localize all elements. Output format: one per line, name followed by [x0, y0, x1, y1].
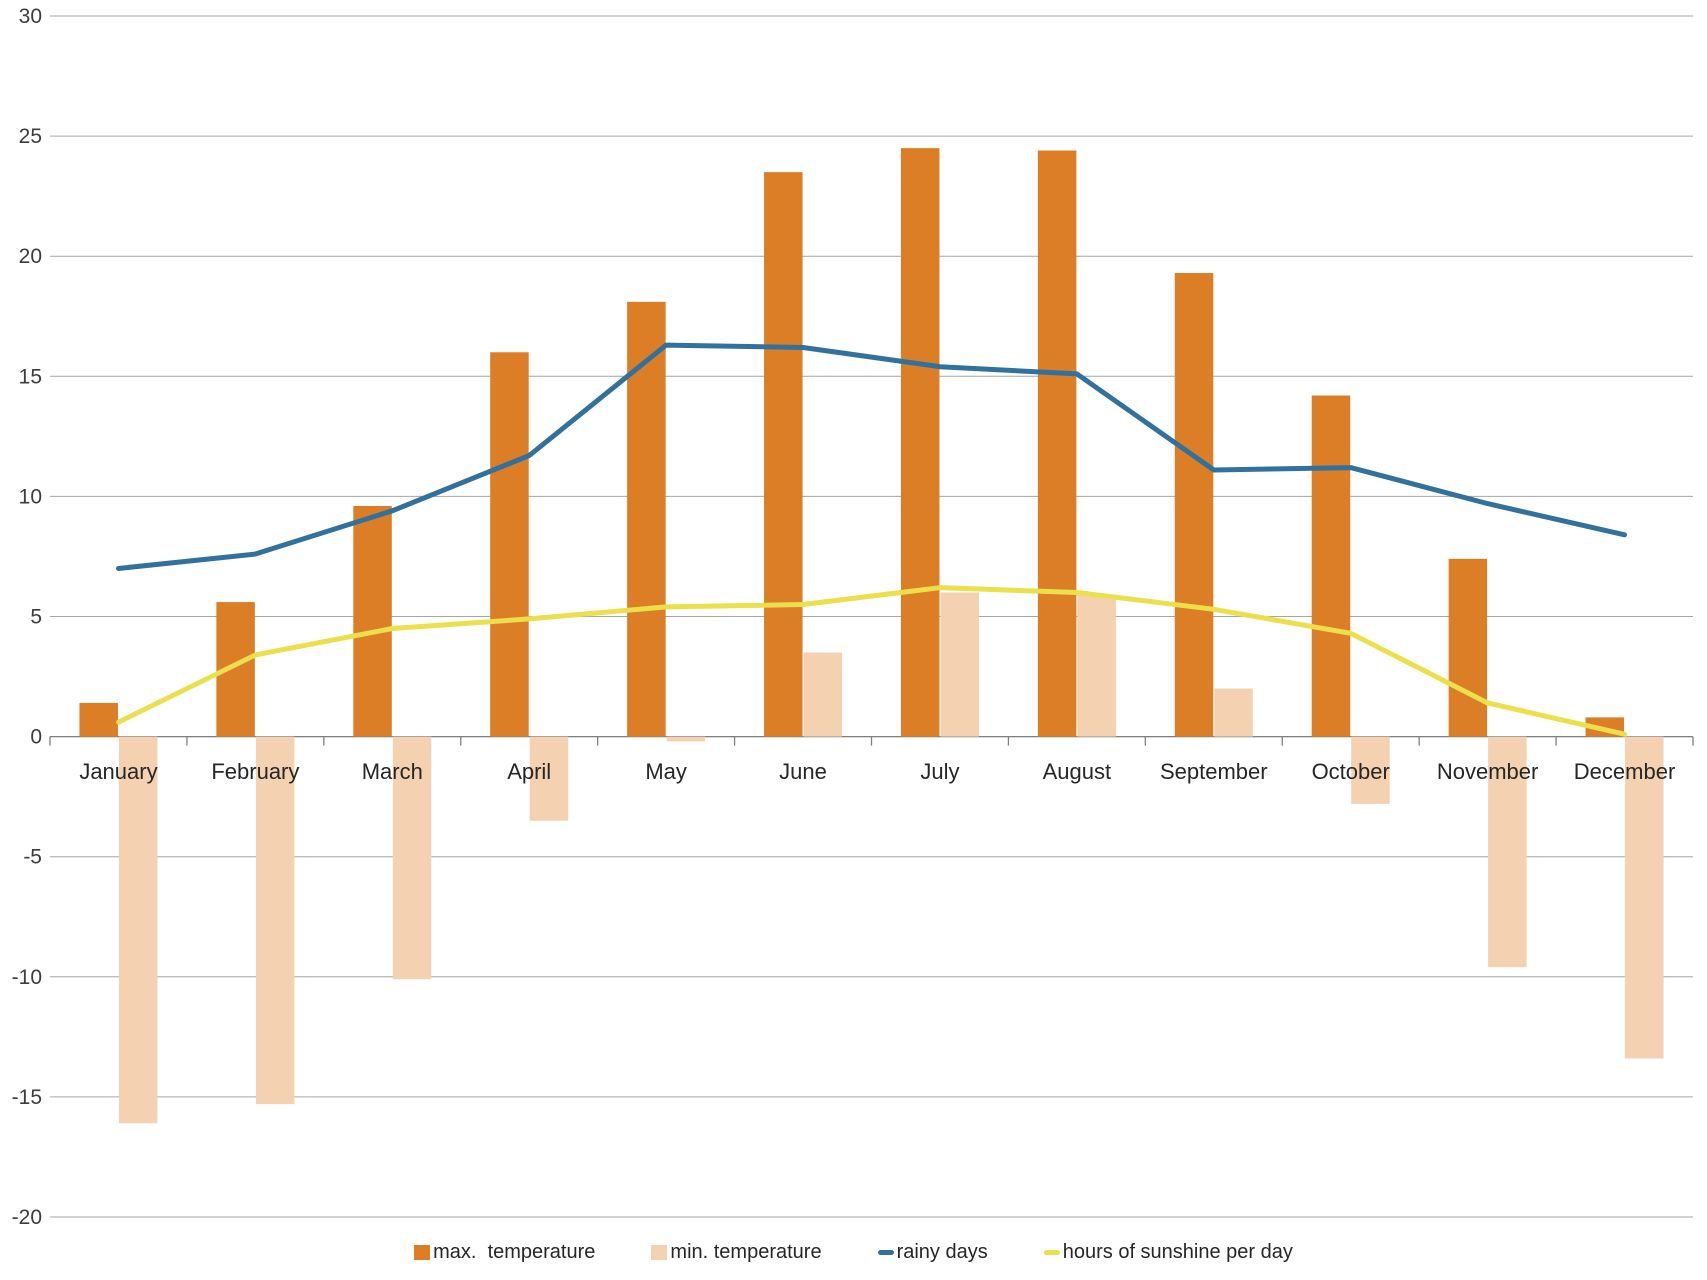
bar-max-temperature-june [764, 172, 803, 737]
bar-min-temperature-may [666, 736, 706, 742]
y-axis-label--5: -5 [23, 846, 42, 869]
bar-min-temperature-october [1351, 736, 1390, 804]
bar-max-temperature-november [1448, 558, 1488, 737]
rainy-days-swatch-icon [877, 1249, 894, 1255]
bar-min-temperature-september [1214, 688, 1253, 737]
y-axis-label--10: -10 [12, 966, 42, 989]
bar-min-temperature-november [1488, 736, 1527, 968]
bar-max-temperature-january [79, 702, 118, 737]
y-axis-label-25: 25 [19, 125, 42, 148]
y-axis-label-10: 10 [19, 485, 42, 508]
hours-of-sunshine-swatch-icon [1043, 1249, 1060, 1255]
bar-min-temperature-april [529, 736, 569, 821]
chart-legend: max. temperature min. temperature rainy … [0, 1240, 1707, 1264]
bar-max-temperature-august [1037, 150, 1077, 737]
x-axis [49, 735, 1694, 746]
x-axis-label-december: December [1574, 759, 1675, 784]
y-axis-label-0: 0 [30, 726, 42, 749]
bar-max-temperature-september [1174, 273, 1214, 737]
x-axis-label-july: July [920, 759, 959, 784]
x-axis-label-may: May [645, 759, 687, 784]
x-axis-label-february: February [211, 759, 299, 784]
y-axis-labels: 30 25 20 15 10 5 0 -5 -10 -15 -20 [12, 5, 42, 1229]
series-min-temperature [118, 592, 1664, 1124]
x-axis-label-april: April [507, 759, 551, 784]
line-rainy-days [115, 342, 1628, 571]
legend-item-min-temperature: min. temperature [651, 1240, 822, 1264]
max-temperature-swatch-icon [414, 1244, 431, 1260]
y-axis-label-20: 20 [19, 245, 42, 268]
bar-min-temperature-july [940, 592, 979, 737]
bar-max-temperature-july [900, 148, 940, 737]
legend-item-hours-of-sunshine: hours of sunshine per day [1043, 1240, 1293, 1264]
legend-label-rainy-days: rainy days [896, 1241, 988, 1263]
min-temperature-swatch-icon [651, 1244, 668, 1260]
y-axis-label-5: 5 [30, 606, 42, 629]
bar-min-temperature-december [1625, 736, 1664, 1059]
bar-min-temperature-february [255, 736, 295, 1105]
y-axis-label-15: 15 [19, 365, 42, 388]
bar-max-temperature-october [1311, 395, 1351, 737]
x-axis-label-march: March [362, 759, 423, 784]
x-axis-label-november: November [1437, 759, 1538, 784]
x-axis-label-september: September [1160, 759, 1268, 784]
legend-label-min-temperature: min. temperature [670, 1241, 822, 1263]
y-axis-label--15: -15 [12, 1086, 42, 1109]
bar-max-temperature-may [627, 301, 666, 737]
bar-min-temperature-august [1077, 594, 1116, 737]
bar-max-temperature-march [353, 506, 392, 737]
x-axis-label-june: June [779, 759, 827, 784]
bar-min-temperature-june [803, 652, 843, 737]
gridlines [50, 15, 1693, 1218]
x-axis-label-january: January [79, 759, 157, 784]
x-axis-label-august: August [1043, 759, 1112, 784]
y-axis-label--20: -20 [12, 1206, 42, 1229]
legend-item-rainy-days: rainy days [877, 1240, 988, 1264]
y-axis-label-30: 30 [19, 5, 42, 28]
x-axis-label-october: October [1312, 759, 1390, 784]
bar-max-temperature-april [490, 352, 529, 737]
series-max-temperature [79, 148, 1625, 737]
legend-label-max-temperature: max. temperature [433, 1241, 596, 1263]
bar-min-temperature-january [118, 736, 158, 1124]
line-hours-of-sunshine-per-day [115, 585, 1628, 737]
bar-min-temperature-march [392, 736, 432, 980]
legend-label-hours-of-sunshine: hours of sunshine per day [1062, 1241, 1293, 1263]
legend-item-max-temperature: max. temperature [414, 1240, 595, 1264]
x-axis-labels: January February March April May June July Augu… [79, 759, 1675, 784]
